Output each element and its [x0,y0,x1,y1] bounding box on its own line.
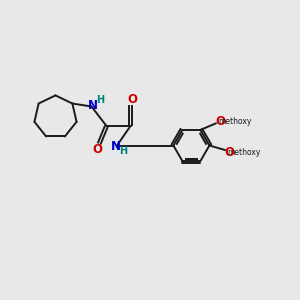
Text: H: H [96,95,104,105]
Text: methoxy: methoxy [227,148,260,157]
Text: N: N [87,99,98,112]
Text: H: H [119,146,127,157]
Text: O: O [225,146,235,159]
Text: O: O [216,115,226,128]
Text: O: O [127,93,137,106]
Text: methoxy: methoxy [218,117,251,126]
Text: O: O [92,143,103,156]
Text: N: N [110,140,121,153]
